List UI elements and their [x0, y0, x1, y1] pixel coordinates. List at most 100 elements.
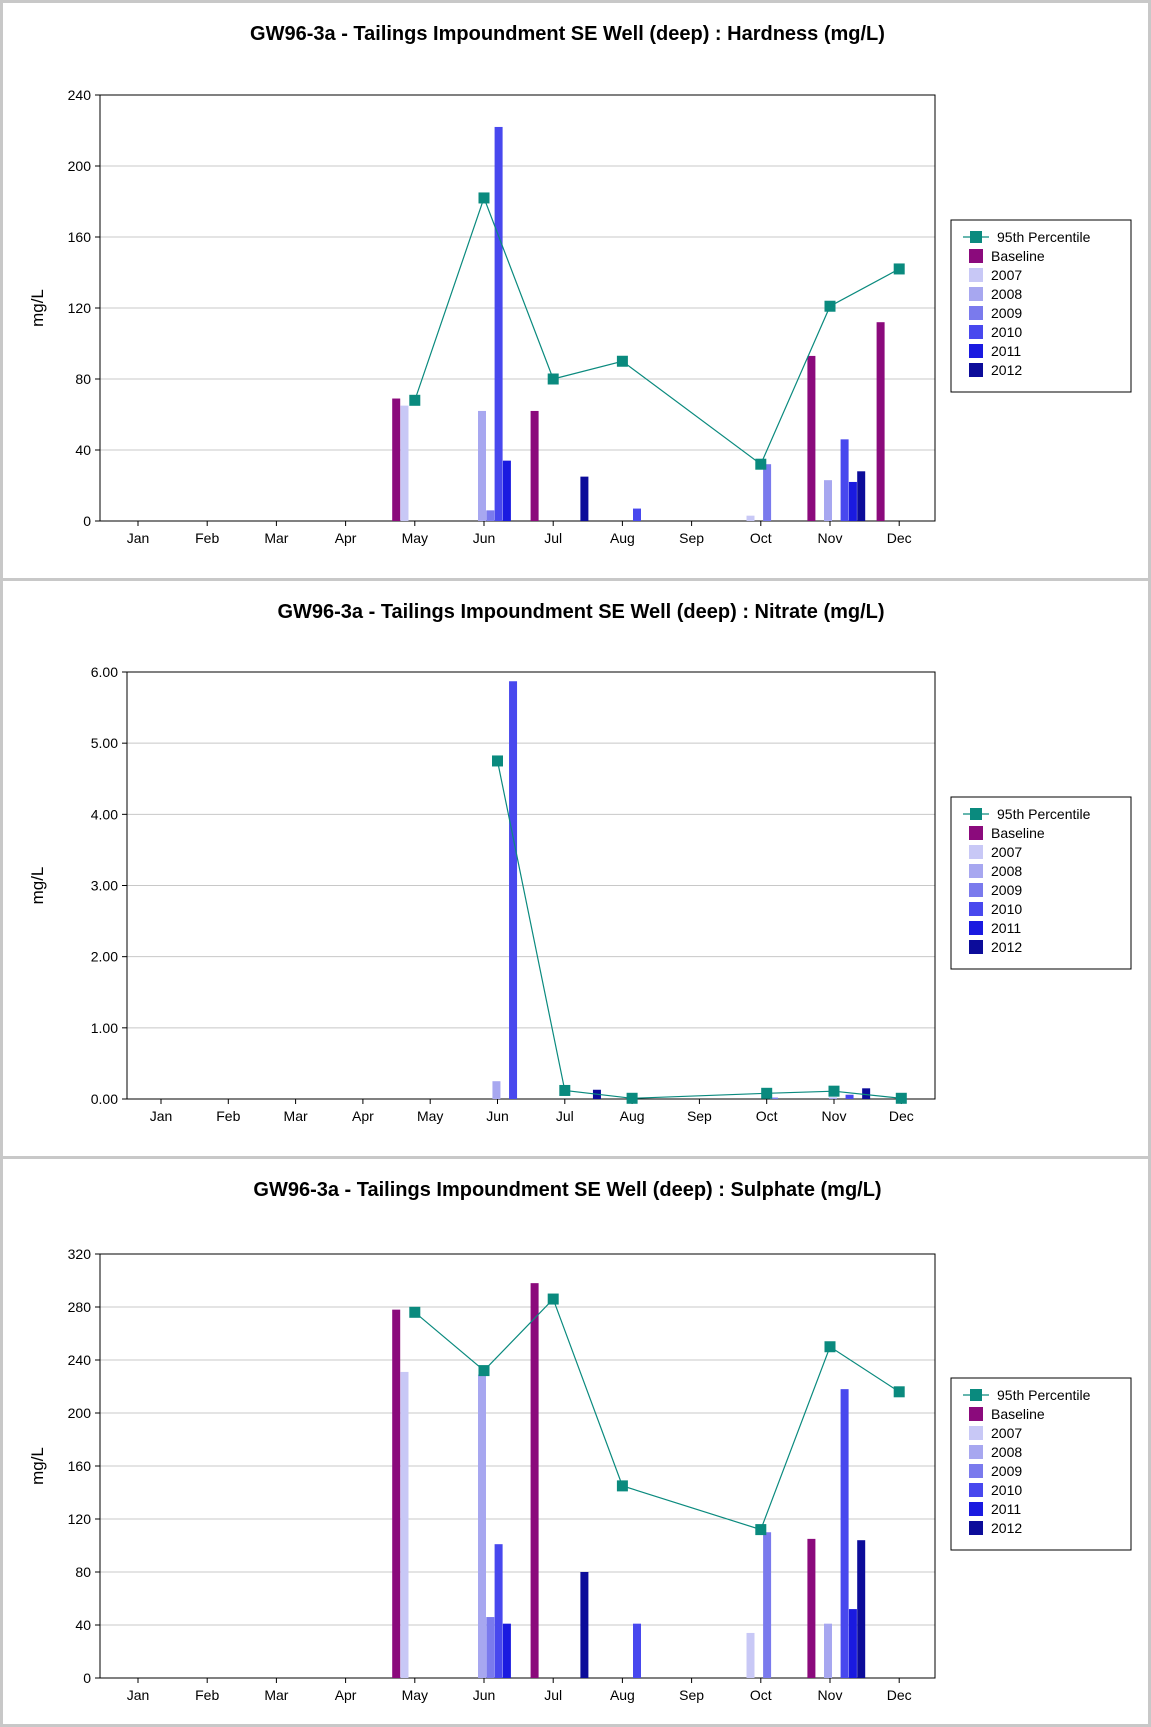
bar-2007-may	[400, 1371, 409, 1678]
x-tick-label: May	[402, 1687, 428, 1703]
bar-2011-jun	[502, 1623, 511, 1678]
marker-95th-percentile-jul	[547, 373, 559, 385]
legend-label: 2007	[991, 844, 1022, 860]
legend-label: 2009	[991, 305, 1022, 321]
legend-label: 2008	[991, 286, 1022, 302]
marker-95th-percentile-dec	[895, 1092, 907, 1104]
marker-95th-percentile-jun	[492, 755, 503, 767]
bar-2012-nov	[857, 1540, 866, 1678]
legend-swatch-2012	[969, 940, 983, 954]
bar-2011-jun	[502, 460, 511, 521]
legend-label: 2009	[991, 1463, 1022, 1479]
x-tick-label: Apr	[335, 530, 357, 546]
legend-label: 2012	[991, 939, 1022, 955]
bar-2011-nov	[848, 481, 857, 521]
legend-swatch-2011	[969, 1502, 983, 1516]
legend-label: 2012	[991, 1520, 1022, 1536]
x-tick-label: Oct	[750, 1687, 772, 1703]
x-tick-label: May	[417, 1108, 443, 1124]
x-tick-label: Sep	[679, 530, 704, 546]
legend-label: Baseline	[991, 248, 1045, 264]
legend-label: 2011	[991, 920, 1021, 936]
x-tick-label: Jan	[127, 1687, 150, 1703]
bar-2008-nov	[828, 1097, 837, 1099]
legend-label: 2011	[991, 1501, 1021, 1517]
chart-title: GW96-3a - Tailings Impoundment SE Well (…	[250, 23, 885, 45]
legend-marker-95th-percentile	[970, 231, 982, 243]
bar-2009-oct	[763, 464, 772, 521]
x-tick-label: Mar	[284, 1108, 308, 1124]
legend-label: 2010	[991, 901, 1022, 917]
line-95th-percentile	[496, 760, 902, 1099]
legend-swatch-2007	[969, 1426, 983, 1440]
legend-swatch-2008	[969, 287, 983, 301]
y-axis-label: mg/L	[28, 289, 47, 327]
marker-95th-percentile-dec	[893, 263, 905, 275]
x-tick-label: Nov	[822, 1108, 847, 1124]
marker-95th-percentile-oct	[755, 458, 767, 470]
bar-baseline-nov	[807, 1538, 816, 1678]
bar-baseline-may	[392, 1309, 401, 1678]
chart-sulphate: GW96-3a - Tailings Impoundment SE Well (…	[28, 1179, 1132, 1703]
y-tick-label: 160	[68, 1458, 92, 1474]
bar-2007-may	[400, 405, 409, 521]
legend-label: 2010	[991, 324, 1022, 340]
x-tick-label: Nov	[818, 530, 843, 546]
x-tick-label: Dec	[889, 1108, 914, 1124]
marker-95th-percentile-oct	[761, 1087, 773, 1099]
legend-label: 2007	[991, 267, 1022, 283]
bar-baseline-dec	[876, 322, 885, 521]
marker-95th-percentile-may	[409, 394, 421, 406]
legend-swatch-2008	[969, 1445, 983, 1459]
legend-swatch-2011	[969, 921, 983, 935]
legend-swatch-2012	[969, 363, 983, 377]
y-axis-label: mg/L	[28, 867, 47, 905]
marker-95th-percentile-aug	[626, 1092, 638, 1104]
bar-baseline-may	[392, 398, 401, 521]
chart-title: GW96-3a - Tailings Impoundment SE Well (…	[253, 1179, 881, 1201]
x-tick-label: Jul	[544, 1687, 562, 1703]
bar-2008-jun	[492, 1081, 501, 1099]
legend-label: 2009	[991, 882, 1022, 898]
marker-95th-percentile-jun	[478, 192, 490, 204]
legend-label: Baseline	[991, 1406, 1045, 1422]
y-tick-label: 5.00	[91, 735, 118, 751]
legend-swatch-2010	[969, 902, 983, 916]
legend-label: 2012	[991, 362, 1022, 378]
x-tick-label: Mar	[264, 530, 288, 546]
bar-2012-jul	[580, 476, 589, 521]
x-tick-label: Apr	[335, 1687, 357, 1703]
y-tick-label: 200	[68, 1405, 92, 1421]
bar-2010-aug	[633, 508, 641, 521]
y-tick-label: 80	[75, 1564, 91, 1580]
legend-swatch-baseline	[969, 826, 983, 840]
marker-95th-percentile-aug	[616, 355, 628, 367]
legend-label: Baseline	[991, 825, 1045, 841]
y-tick-label: 2.00	[91, 949, 118, 965]
chart-hardness: GW96-3a - Tailings Impoundment SE Well (…	[28, 23, 1132, 546]
legend-label: 95th Percentile	[997, 229, 1091, 245]
marker-95th-percentile-may	[409, 1306, 421, 1318]
x-tick-label: Jan	[150, 1108, 173, 1124]
y-tick-label: 3.00	[91, 878, 118, 894]
y-tick-label: 0	[83, 1670, 91, 1686]
x-tick-label: Sep	[687, 1108, 712, 1124]
bar-2012-nov	[857, 471, 866, 521]
legend-swatch-2009	[969, 1464, 983, 1478]
legend-marker-95th-percentile	[970, 1389, 982, 1401]
x-tick-label: Oct	[756, 1108, 778, 1124]
legend-swatch-baseline	[969, 1407, 983, 1421]
x-tick-label: Aug	[620, 1108, 645, 1124]
marker-95th-percentile-jun	[478, 1365, 490, 1377]
chart-panel-nitrate: GW96-3a - Tailings Impoundment SE Well (…	[0, 578, 1151, 1159]
bar-2010-jun	[509, 681, 518, 1099]
x-tick-label: Feb	[195, 530, 219, 546]
x-tick-label: Mar	[264, 1687, 288, 1703]
marker-95th-percentile-nov	[828, 1085, 840, 1097]
marker-95th-percentile-oct	[755, 1524, 767, 1536]
legend-swatch-2009	[969, 883, 983, 897]
y-tick-label: 120	[68, 300, 92, 316]
x-tick-label: Dec	[887, 1687, 912, 1703]
plot-area	[99, 1253, 936, 1679]
x-tick-label: Nov	[818, 1687, 843, 1703]
